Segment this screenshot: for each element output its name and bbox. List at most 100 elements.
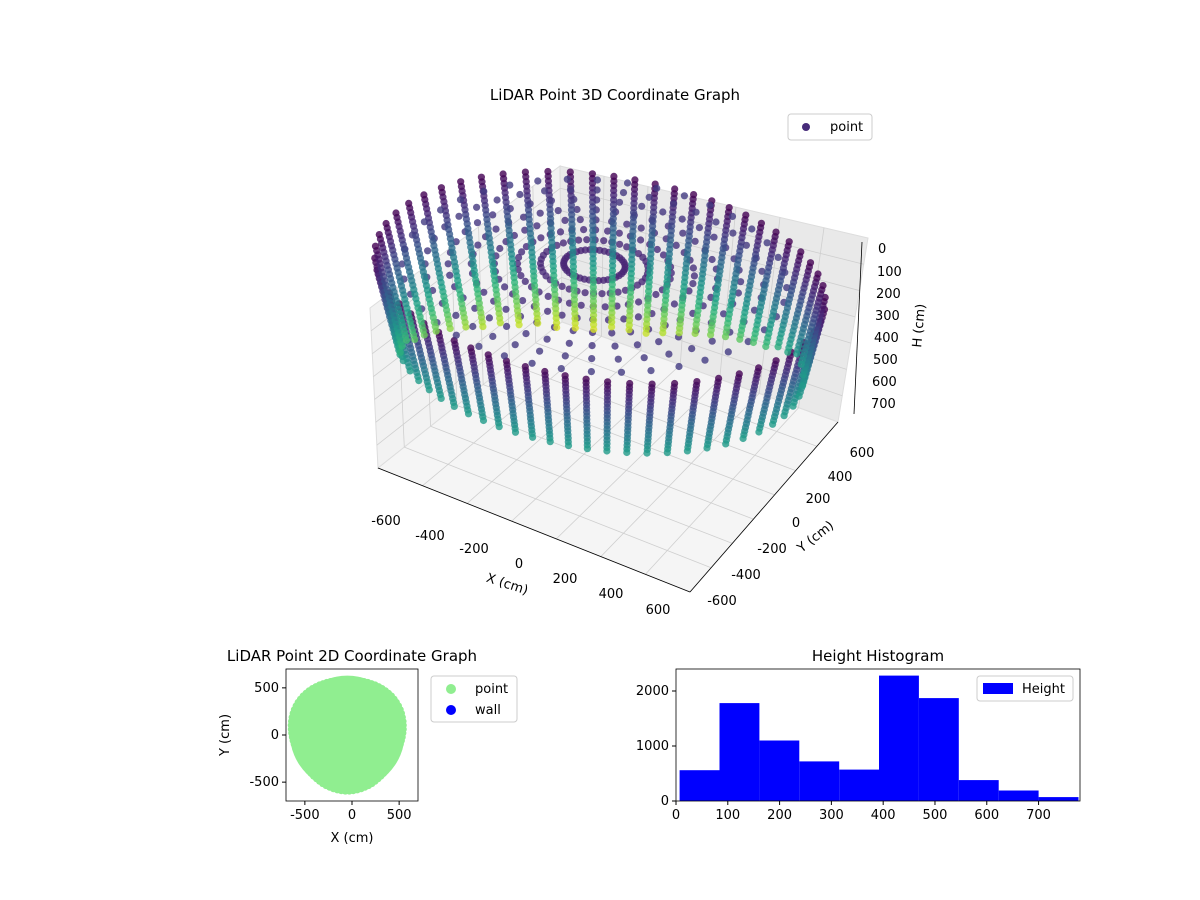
point-marker (558, 311, 566, 319)
point-marker (580, 226, 588, 234)
point-marker (647, 367, 655, 375)
point-marker (474, 241, 482, 249)
point-marker (485, 314, 493, 322)
point-marker (623, 448, 631, 457)
point-marker (371, 242, 380, 250)
point-marker (772, 228, 780, 236)
point-marker (541, 187, 549, 195)
histogram-bar (958, 780, 999, 801)
point-marker (479, 416, 488, 425)
point-marker (588, 355, 596, 363)
point-marker (480, 187, 488, 195)
point-marker (634, 250, 643, 258)
grid-line (601, 176, 605, 337)
point-marker (489, 211, 497, 219)
point-marker (556, 228, 565, 236)
grid-line (456, 405, 754, 520)
point-marker (608, 329, 616, 337)
point-marker (415, 377, 423, 385)
point-marker (703, 444, 711, 452)
x3d-tick: 0 (515, 557, 523, 572)
point-marker (588, 170, 597, 178)
point-marker (566, 185, 575, 193)
x-tick-label: 500 (923, 808, 948, 823)
plot-histogram: Height Histogram 0 100 200 300 400 500 600 7000… (636, 647, 1081, 823)
point-marker (708, 337, 716, 345)
y-tick-label: -500 (249, 775, 279, 790)
point-marker (742, 211, 750, 219)
point-marker (456, 196, 465, 204)
point-marker (598, 290, 606, 298)
point-marker (670, 200, 678, 208)
histogram-bar (998, 790, 1039, 801)
point-marker (710, 233, 718, 241)
point-marker (477, 173, 485, 181)
point-marker (653, 245, 661, 254)
point-marker (739, 434, 747, 443)
plot-2d-title: LiDAR Point 2D Coordinate Graph (227, 647, 477, 665)
x-tick-label: 300 (819, 808, 844, 823)
point-marker (289, 675, 405, 791)
histogram-legend: Height (976, 675, 1074, 702)
x-tick-label: 500 (387, 808, 412, 823)
point-marker (616, 240, 624, 248)
plot-2d-ylabel: Y (cm) (218, 714, 233, 757)
point-marker (575, 236, 583, 244)
point-marker (496, 244, 504, 253)
point-marker (420, 218, 428, 226)
point-marker (452, 311, 460, 319)
x3d-tick: -400 (415, 529, 445, 544)
point-marker (424, 247, 432, 255)
point-marker (797, 248, 805, 256)
point-marker (679, 229, 687, 237)
point-marker (576, 216, 584, 224)
point-marker (623, 179, 632, 187)
point-marker (758, 267, 766, 275)
point-marker (692, 208, 700, 216)
histogram-bar (879, 675, 919, 801)
plot-2d-legend: point wall (430, 675, 518, 723)
point-marker (425, 386, 433, 394)
point-marker (495, 423, 503, 431)
point-marker (544, 307, 552, 315)
point-marker (561, 216, 569, 224)
x-tick-label: 600 (974, 808, 999, 823)
point-marker (683, 447, 692, 455)
point-marker (678, 215, 686, 223)
z3d-tick: 500 (873, 353, 898, 368)
y-tick-label: 500 (254, 681, 279, 696)
x-tick-label: 400 (871, 808, 896, 823)
point-marker (659, 251, 668, 259)
point-marker (701, 356, 709, 364)
point-marker (593, 186, 601, 194)
point-marker (623, 243, 631, 251)
point-marker (565, 339, 573, 347)
point-marker (600, 237, 608, 245)
point-marker (637, 236, 645, 244)
point-marker (734, 289, 743, 297)
point-marker (689, 280, 697, 288)
point-marker (780, 412, 788, 420)
histogram-frame (675, 668, 1081, 802)
point-marker (398, 733, 406, 741)
point-marker (557, 365, 565, 373)
plot-3d-legend: point (787, 113, 873, 141)
point-marker (637, 224, 645, 232)
y3d-tick: 0 (792, 516, 800, 531)
point-marker (446, 271, 454, 279)
point-marker (517, 272, 525, 280)
grid-line (466, 350, 642, 504)
point-marker (695, 224, 704, 232)
point-marker (635, 298, 643, 306)
point-marker (405, 199, 413, 207)
y3d-tick: 600 (850, 446, 875, 461)
point-marker (457, 178, 465, 186)
legend-box (787, 113, 873, 141)
point-marker (712, 218, 720, 226)
histogram-bar (799, 761, 840, 801)
point-marker (489, 332, 497, 340)
point-marker (493, 196, 501, 204)
point-marker (558, 282, 566, 290)
point-marker (375, 231, 383, 239)
point-marker (518, 248, 526, 256)
